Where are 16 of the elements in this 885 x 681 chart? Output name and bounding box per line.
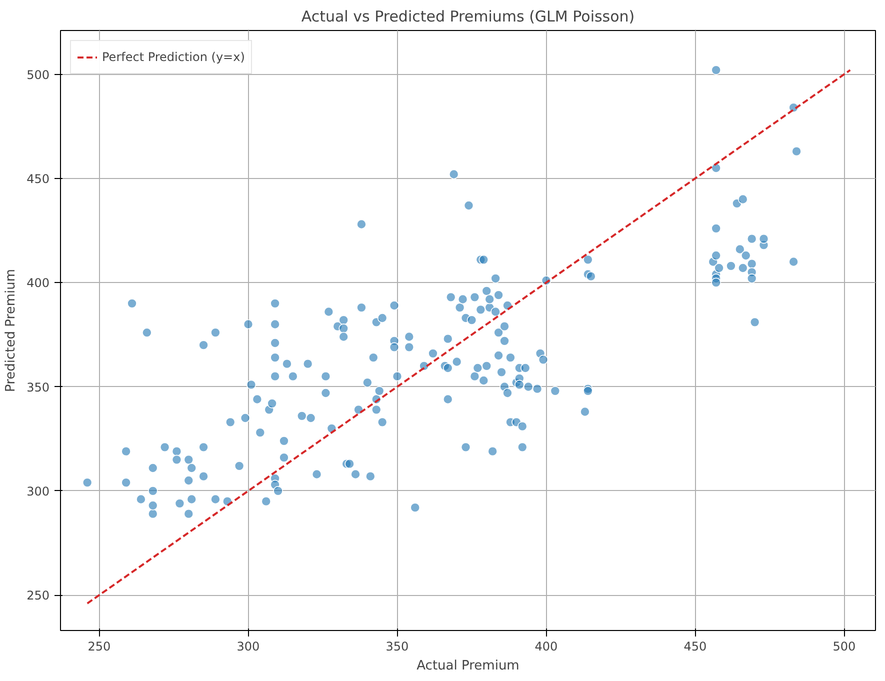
y-tick-label: 300: [26, 484, 50, 498]
y-tick-label: 350: [26, 380, 50, 394]
y-tick-label: 400: [26, 276, 50, 290]
x-tick-label: 250: [88, 640, 111, 654]
legend-label: Perfect Prediction (y=x): [102, 50, 245, 64]
x-tick-label: 400: [534, 640, 558, 654]
y-tick-label: 250: [26, 588, 50, 603]
y-axis-title: Predicted Premium: [4, 268, 19, 392]
x-tick-label: 300: [236, 640, 260, 654]
chart-title: Actual vs Predicted Premiums (GLM Poisson): [301, 8, 635, 26]
x-tick-label: 350: [386, 640, 409, 654]
y-tick-label: 500: [26, 68, 50, 82]
y-tick-label: 450: [26, 172, 50, 186]
x-axis-title: Actual Premium: [416, 658, 520, 674]
x-tick-label: 450: [684, 640, 707, 654]
x-tick-label: 500: [832, 640, 856, 654]
